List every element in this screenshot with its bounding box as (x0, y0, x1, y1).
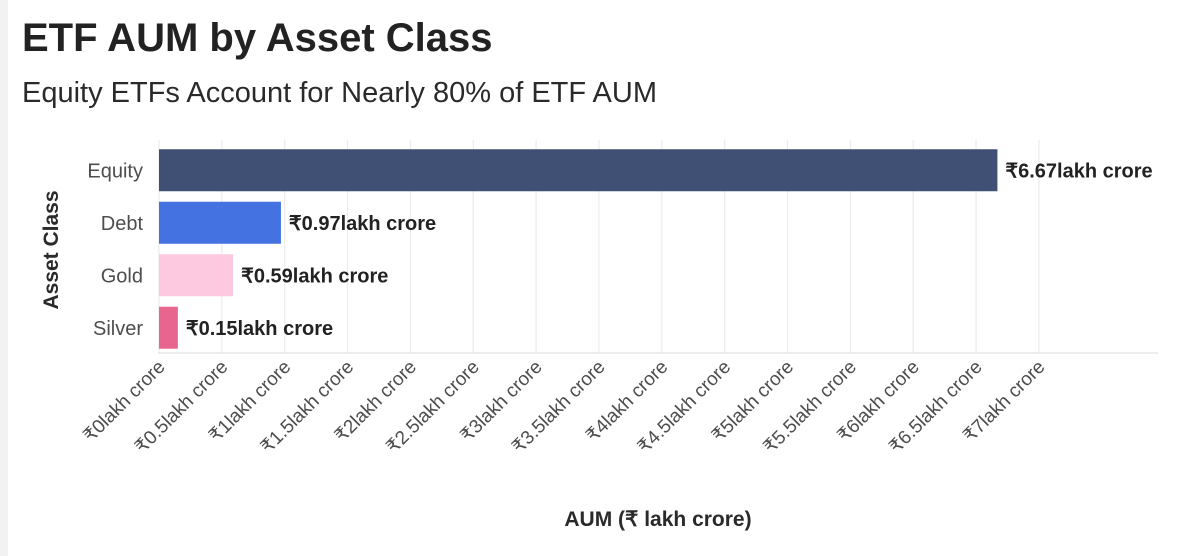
bars (159, 149, 998, 349)
bar-gold (159, 254, 234, 297)
left-edge-strip (0, 0, 8, 556)
data-label-equity: ₹6.67lakh crore (1005, 160, 1152, 182)
bar-silver (159, 306, 178, 349)
x-axis-title: AUM (₹ lakh crore) (564, 508, 751, 531)
chart-title: ETF AUM by Asset Class (22, 16, 493, 60)
bar-equity (159, 149, 998, 192)
category-labels: Equity Debt Gold Silver (87, 160, 143, 340)
category-label-gold: Gold (101, 265, 143, 287)
category-label-equity: Equity (87, 160, 143, 182)
y-axis-title: Asset Class (40, 190, 63, 309)
category-label-debt: Debt (101, 213, 144, 235)
data-label-debt: ₹0.97lakh crore (289, 213, 436, 235)
category-label-silver: Silver (93, 318, 143, 340)
data-labels: ₹6.67lakh crore ₹0.97lakh crore ₹0.59lakh … (186, 160, 1153, 340)
data-label-gold: ₹0.59lakh crore (241, 265, 388, 287)
chart-subtitle: Equity ETFs Account for Nearly 80% of ET… (22, 77, 657, 109)
data-label-silver: ₹0.15lakh crore (186, 318, 333, 340)
x-tick-labels: ₹0lakh crore₹0.5lakh crore₹1lakh crore₹1… (80, 357, 1050, 458)
bar-debt (159, 201, 281, 244)
